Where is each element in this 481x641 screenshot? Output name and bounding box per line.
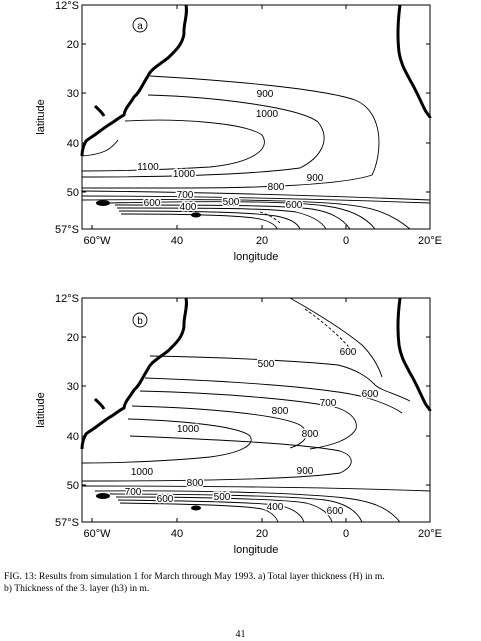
x-tick-label: 60°W (83, 528, 111, 540)
contour-label: 1000 (177, 424, 200, 435)
x-tick-label: 40 (171, 528, 183, 540)
contour-map-b: b 600 500 600 700 800 800 1000 900 1000 … (35, 293, 442, 556)
y-tick-label: 50 (67, 187, 79, 199)
contour-label: 800 (302, 429, 319, 440)
x-tick-label: 20 (256, 528, 268, 540)
contour-label: 700 (320, 398, 337, 409)
y-axis-title: latitude (35, 99, 47, 134)
contour-label: 1000 (131, 467, 154, 478)
contour-label: 400 (267, 502, 284, 513)
panel-label: a (137, 21, 143, 32)
y-tick-labels: 12°S 20 30 40 50 57°S (55, 0, 79, 236)
y-tick-label: 40 (67, 431, 79, 443)
contour-label: 1000 (256, 109, 279, 120)
contour-label: 900 (257, 89, 274, 100)
y-ticks (82, 297, 430, 523)
contour-label: 900 (307, 173, 324, 184)
y-tick-label: 20 (67, 332, 79, 344)
contour-labels: 900 1000 1100 1000 800 900 700 600 500 4… (136, 88, 326, 215)
x-tick-label: 60°W (83, 235, 111, 247)
x-tick-label: 20°E (418, 528, 442, 540)
contour-label: 600 (144, 198, 161, 209)
panel-label-circle (132, 312, 148, 328)
caption-line-1: FIG. 13: Results from simulation 1 for M… (4, 571, 385, 582)
contour-label: 800 (187, 478, 204, 489)
contour-map-a: a 900 1000 1100 1000 800 900 700 600 500… (35, 0, 442, 263)
contour-label: 600 (362, 389, 379, 400)
islands (96, 493, 201, 511)
x-tick-label: 0 (343, 235, 349, 247)
contour-label: 500 (223, 197, 240, 208)
contour-label: 600 (327, 506, 344, 517)
x-tick-labels: 60°W 40 20 0 20°E (83, 235, 442, 247)
x-tick-label: 20 (256, 235, 268, 247)
contour-lines (81, 75, 431, 230)
contour-label: 800 (268, 182, 285, 193)
contour-label: 600 (286, 200, 303, 211)
y-tick-label: 12°S (55, 293, 79, 305)
y-tick-label: 30 (67, 88, 79, 100)
x-axis-title: longitude (234, 251, 279, 263)
x-axis-title: longitude (234, 544, 279, 556)
y-tick-label: 50 (67, 480, 79, 492)
x-tick-label: 20°E (418, 235, 442, 247)
contour-label: 800 (272, 406, 289, 417)
contour-label: 900 (297, 466, 314, 477)
islands (96, 200, 201, 218)
contour-lines (81, 297, 431, 523)
caption-line-2: b) Thickness of the 3. layer (h3) in m. (4, 583, 150, 594)
contour-label: 600 (340, 347, 357, 358)
panel-label: b (137, 316, 143, 327)
contour-label: 700 (125, 487, 142, 498)
contour-label: 500 (214, 492, 231, 503)
figure-caption: FIG. 13: Results from simulation 1 for M… (4, 571, 478, 595)
y-tick-label: 57°S (55, 517, 79, 529)
coastline (80, 4, 432, 157)
y-axis-title: latitude (35, 392, 47, 427)
x-tick-labels: 60°W 40 20 0 20°E (83, 528, 442, 540)
contour-label: 500 (258, 359, 275, 370)
y-tick-label: 57°S (55, 224, 79, 236)
x-ticks (91, 298, 431, 522)
contour-label: 1100 (137, 162, 159, 173)
contour-label: 1000 (173, 169, 196, 180)
coastline (80, 297, 432, 450)
x-tick-label: 0 (343, 528, 349, 540)
contour-label: 400 (180, 202, 197, 213)
x-tick-label: 40 (171, 235, 183, 247)
x-ticks (91, 5, 431, 229)
panel-label-circle (132, 17, 148, 33)
y-tick-labels: 12°S 20 30 40 50 57°S (55, 293, 79, 529)
contour-label: 700 (177, 190, 194, 201)
contour-labels: 600 500 600 700 800 800 1000 900 1000 80… (123, 346, 380, 519)
y-tick-label: 12°S (55, 0, 79, 12)
y-tick-label: 20 (67, 39, 79, 51)
y-tick-label: 40 (67, 138, 79, 150)
contour-label: 600 (157, 494, 174, 505)
page-number: 41 (235, 629, 246, 640)
y-tick-label: 30 (67, 381, 79, 393)
